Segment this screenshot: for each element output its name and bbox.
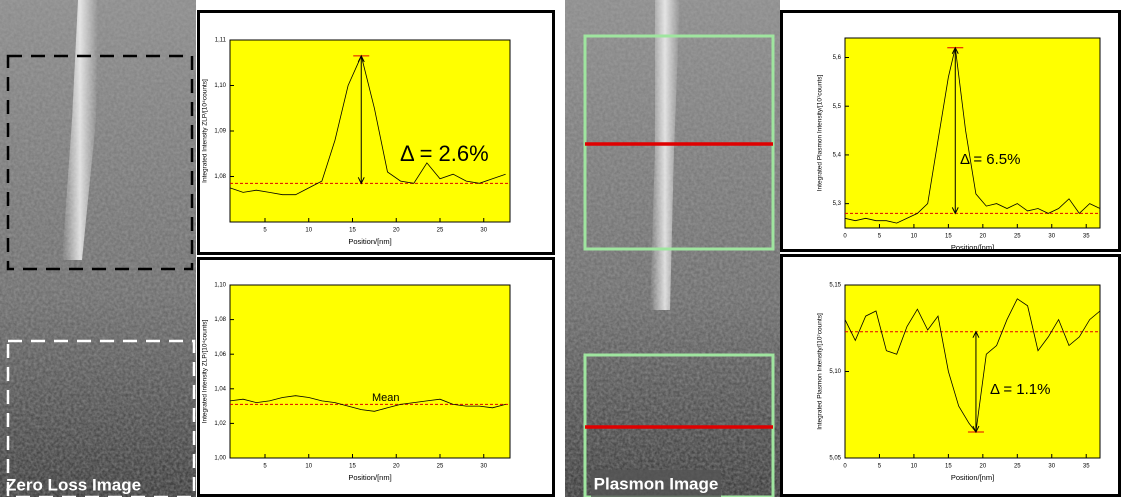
y-tick-label: 5,15 — [829, 283, 841, 289]
y-axis-label: Integrated Plasmon Intensity/[10⁷counts] — [817, 75, 824, 192]
y-tick-label: 1,06 — [214, 352, 226, 358]
x-tick-label: 25 — [437, 228, 444, 234]
y-tick-label: 1,00 — [214, 456, 226, 462]
zero-loss-image: Zero Loss Image — [0, 0, 196, 497]
x-tick-label: 35 — [1083, 234, 1090, 240]
x-tick-label: 15 — [945, 234, 952, 240]
plot-area — [845, 38, 1100, 228]
x-tick-label: 20 — [393, 464, 400, 470]
y-tick-label: 1,10 — [214, 83, 226, 89]
y-tick-label: 1,02 — [214, 421, 226, 427]
y-tick-label: 5,05 — [829, 456, 841, 462]
x-tick-label: 25 — [1014, 464, 1021, 470]
image-label: Zero Loss Image — [6, 475, 141, 494]
x-tick-label: 30 — [480, 228, 487, 234]
x-tick-label: 10 — [305, 464, 312, 470]
annotation: Δ = 1.1% — [990, 381, 1050, 398]
annotation: Δ = 2.6% — [400, 141, 489, 166]
x-tick-label: 15 — [945, 464, 952, 470]
x-tick-label: 30 — [480, 464, 487, 470]
plot-area — [230, 40, 510, 222]
x-tick-label: 10 — [911, 464, 918, 470]
x-axis-label: Position/[nm] — [348, 237, 391, 246]
image-label: Plasmon Image — [594, 474, 719, 493]
x-tick-label: 20 — [979, 464, 986, 470]
x-tick-label: 25 — [1014, 234, 1021, 240]
y-tick-label: 1,11 — [215, 38, 227, 44]
y-axis-label: Integrated Plasmon Intensity/[10⁷counts] — [817, 313, 824, 430]
y-axis-label: Integrated Intensity ZLP/[10⁴counts] — [202, 79, 209, 183]
y-tick-label: 5,3 — [833, 201, 842, 207]
y-tick-label: 1,09 — [214, 129, 226, 135]
plasmon-image: Plasmon Image — [565, 0, 780, 497]
plot-area — [230, 285, 510, 458]
x-tick-label: 25 — [437, 464, 444, 470]
y-tick-label: 5,5 — [833, 104, 842, 110]
y-tick-label: 5,10 — [829, 369, 841, 375]
y-axis-label: Integrated Intensity ZLP/[10⁴counts] — [202, 320, 209, 424]
y-tick-label: 5,6 — [833, 55, 842, 61]
x-axis-label: Position/[nm] — [951, 473, 994, 482]
x-tick-label: 10 — [911, 234, 918, 240]
x-axis-label: Position/[nm] — [951, 243, 994, 252]
figure: Zero Loss Image Plasmon Image 1,08 1,09 1,… — [0, 0, 1121, 497]
x-tick-label: 35 — [1083, 464, 1090, 470]
y-tick-label: 1,04 — [214, 386, 226, 392]
y-tick-label: 1,08 — [214, 317, 226, 323]
x-tick-label: 20 — [393, 228, 400, 234]
x-axis-label: Position/[nm] — [348, 473, 391, 482]
annotation: Mean — [372, 392, 400, 404]
x-tick-label: 30 — [1048, 234, 1055, 240]
x-tick-label: 30 — [1048, 464, 1055, 470]
x-tick-label: 20 — [979, 234, 986, 240]
annotation: Δ = 6.5% — [960, 151, 1020, 168]
y-tick-label: 1,10 — [214, 283, 226, 289]
x-tick-label: 15 — [349, 228, 356, 234]
y-tick-label: 1,08 — [214, 174, 226, 180]
y-tick-label: 5,4 — [833, 153, 842, 159]
x-tick-label: 15 — [349, 464, 356, 470]
x-tick-label: 10 — [305, 228, 312, 234]
